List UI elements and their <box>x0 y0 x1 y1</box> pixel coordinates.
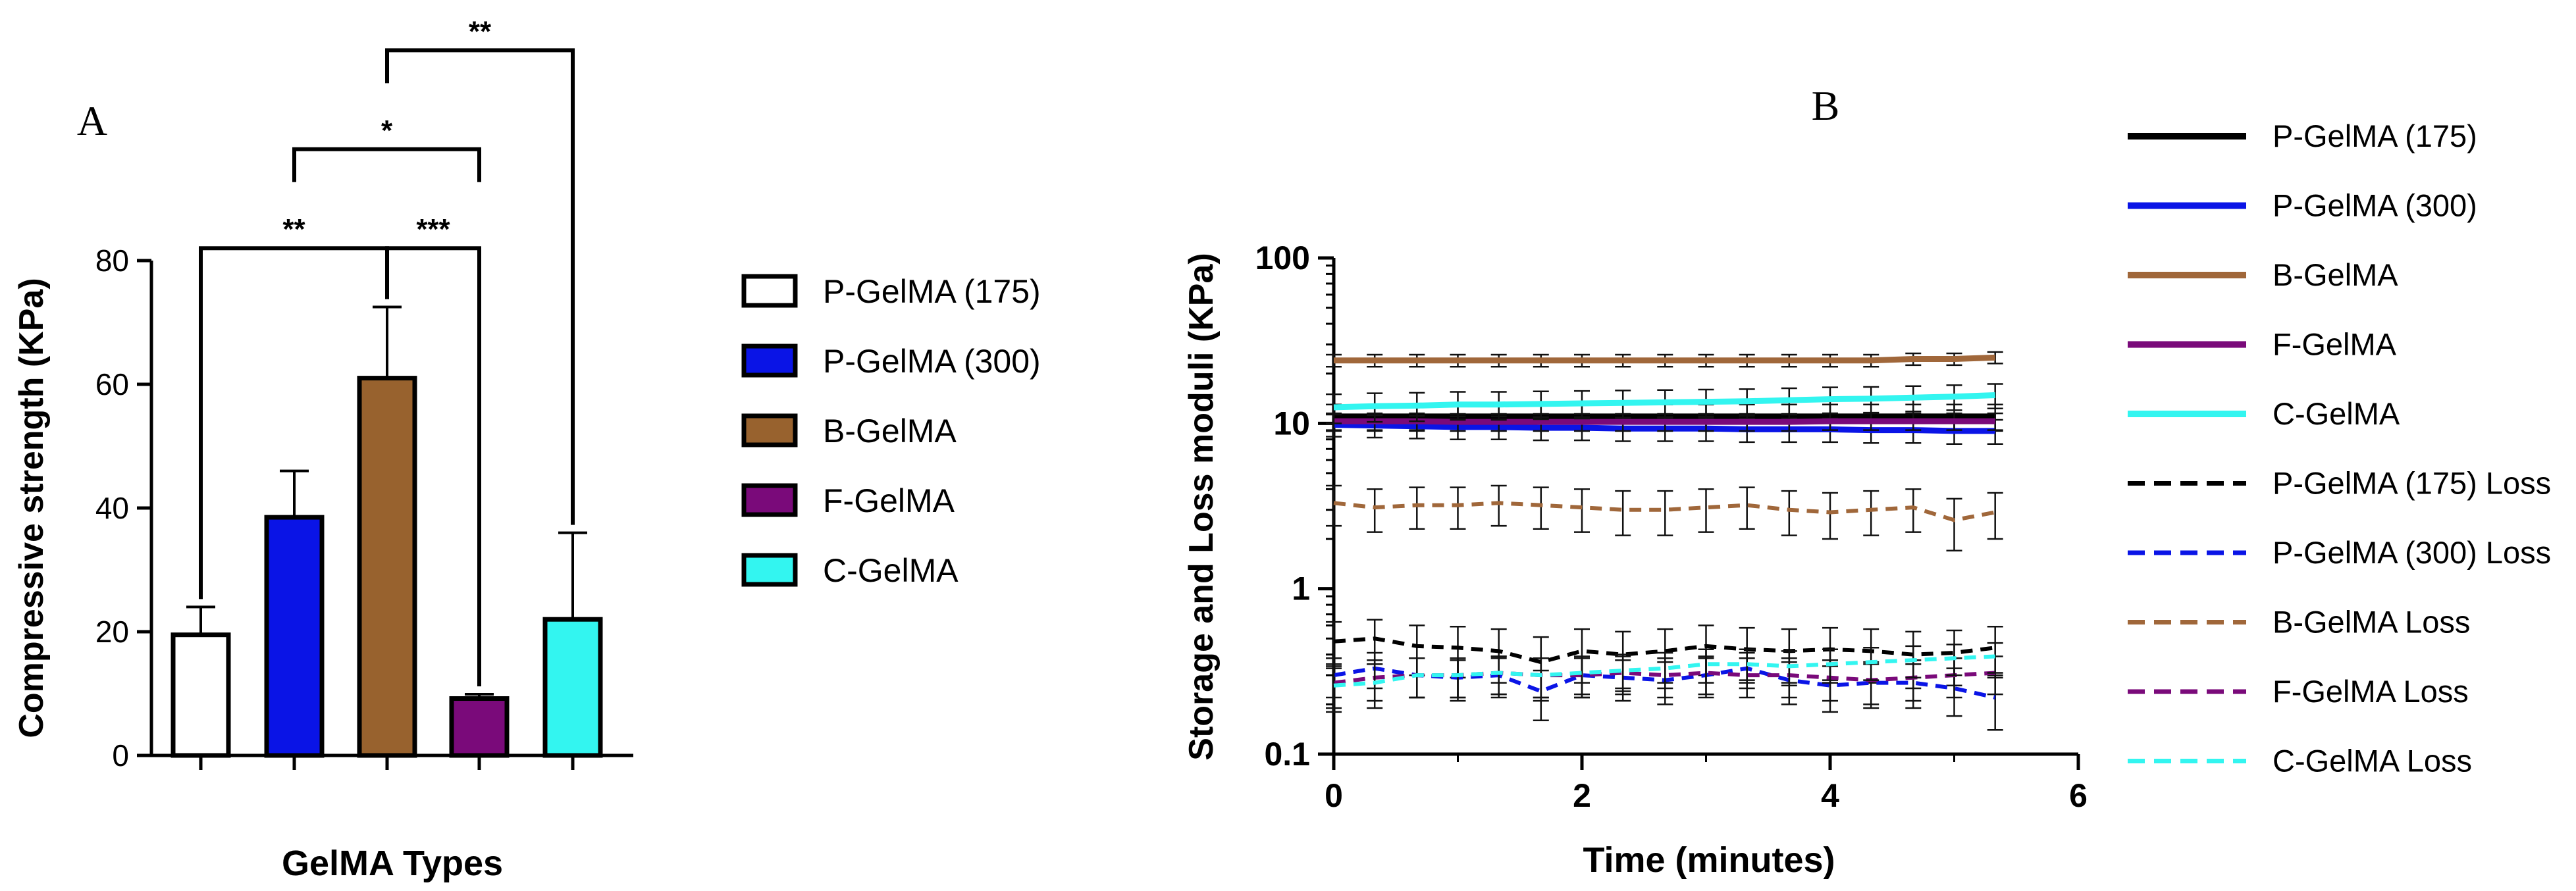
bar <box>357 376 417 758</box>
legend-swatch <box>741 274 798 308</box>
y-tick-label: 60 <box>95 367 129 401</box>
x-tick-label: 4 <box>1821 777 1839 814</box>
legend-label: B-GelMA <box>823 413 957 449</box>
legend-label: F-GelMA <box>823 482 955 519</box>
significance-label: *** <box>416 213 450 245</box>
legend-swatch <box>741 483 798 517</box>
bar <box>264 515 325 758</box>
series-line <box>1334 354 1995 364</box>
series-line <box>1333 636 1996 665</box>
bar <box>171 632 231 758</box>
significance-label: * <box>381 115 393 147</box>
y-tick-label: 100 <box>1255 240 1310 276</box>
legend-swatch <box>741 553 798 587</box>
y-tick-label: 40 <box>95 491 129 525</box>
legend-label: P-GelMA (175) Loss <box>2273 466 2551 501</box>
legend-label: P-GelMA (300) Loss <box>2273 535 2551 570</box>
legend-label: F-GelMA Loss <box>2273 674 2469 709</box>
y-tick-label: 20 <box>95 615 129 649</box>
x-tick-label: 0 <box>1325 777 1343 814</box>
bar <box>542 617 603 758</box>
legend-label: F-GelMA <box>2273 327 2397 362</box>
y-tick-label: 0.1 <box>1264 736 1310 773</box>
y-axis-title: Compressive strength (KPa) <box>13 278 51 738</box>
series-line <box>1333 392 1995 411</box>
legend-label: C-GelMA <box>2273 396 2400 431</box>
y-tick-label: 80 <box>95 243 129 278</box>
legend-swatch <box>741 344 798 378</box>
legend-label: B-GelMA Loss <box>2273 605 2470 640</box>
significance-bracket <box>385 246 481 686</box>
panel-a-bar-chart: A 0 20 40 60 80 Compressive strength (KPa) GelM… <box>13 15 1041 883</box>
y-tick-label: 0 <box>112 738 129 773</box>
panel-b-line-chart: B 0.1 1 10 100 0 2 4 6 Storage and Loss moduli (K… <box>1182 82 2551 880</box>
significance-label: ** <box>282 213 305 245</box>
x-axis-title: Time (minutes) <box>1583 840 1835 880</box>
x-axis-title: GelMA Types <box>282 844 503 883</box>
legend-label: C-GelMA Loss <box>2273 744 2472 778</box>
legend-swatch <box>741 413 798 447</box>
y-tick-label: 1 <box>1292 571 1310 607</box>
legend-label: C-GelMA <box>823 552 959 589</box>
panel-letter-b: B <box>1812 82 1840 129</box>
significance-bracket <box>292 147 481 182</box>
legend-label: P-GelMA (300) <box>823 343 1041 380</box>
significance-label: ** <box>469 15 492 47</box>
significance-bracket <box>385 48 575 525</box>
y-axis-title: Storage and Loss moduli (KPa) <box>1182 253 1221 760</box>
x-tick-label: 6 <box>2069 777 2088 814</box>
legend-label: P-GelMA (300) <box>2273 188 2477 223</box>
panel-letter-a: A <box>77 97 107 144</box>
y-tick-label: 10 <box>1273 405 1310 442</box>
x-tick-label: 2 <box>1573 777 1591 814</box>
legend-label: P-GelMA (175) <box>823 273 1041 310</box>
legend-label: P-GelMA (175) <box>2273 118 2477 153</box>
bar <box>449 696 510 758</box>
series-line <box>1334 418 1995 425</box>
legend-label: B-GelMA <box>2273 257 2398 292</box>
